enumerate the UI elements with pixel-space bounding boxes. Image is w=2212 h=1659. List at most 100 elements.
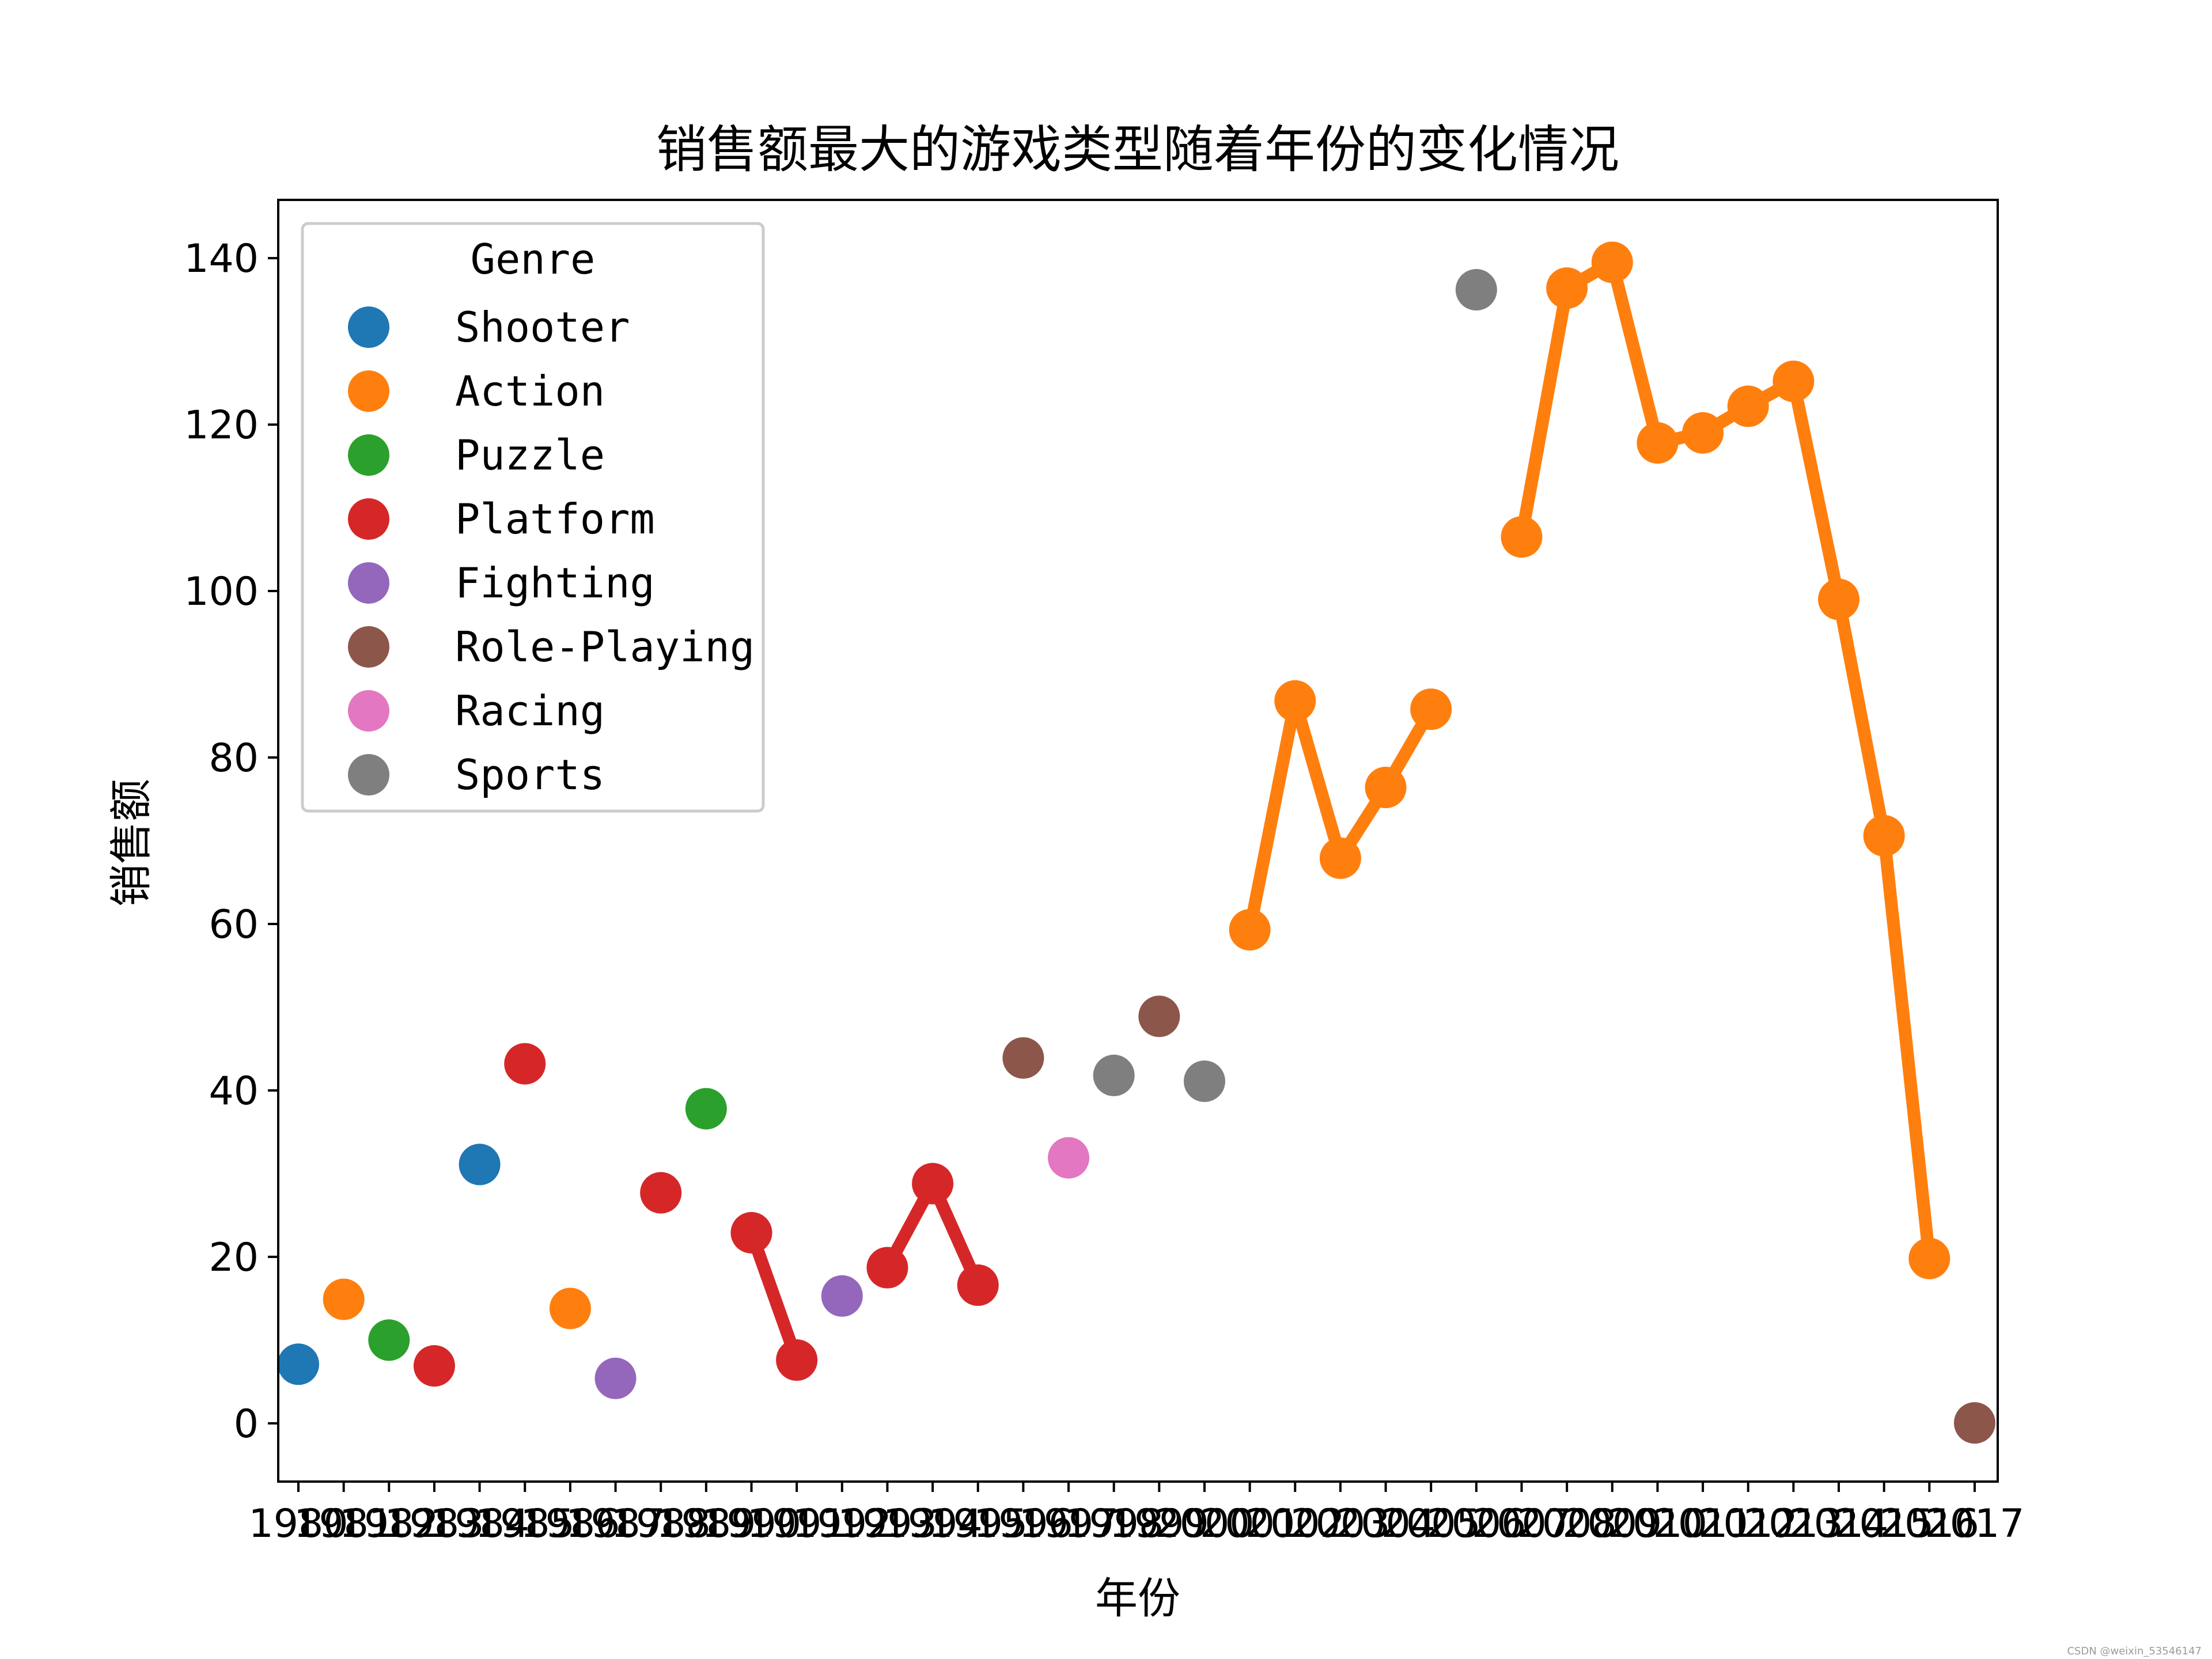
point-1995-platform	[957, 1264, 999, 1306]
point-1997-racing	[1048, 1137, 1090, 1179]
series-line-platform-1990-1991	[745, 1226, 804, 1367]
x-tick-label-2010: 2010	[1608, 1501, 1707, 1547]
legend-box	[301, 222, 765, 813]
x-tick-label-2003: 2003	[1290, 1501, 1390, 1547]
legend-label-platform: Platform	[455, 495, 655, 543]
y-tick-label-40: 40	[209, 1069, 259, 1114]
axes: 0204060801001201401980198119821983198419…	[184, 199, 2025, 1547]
x-tick-label-1995: 1995	[928, 1501, 1028, 1547]
point-1985-platform	[504, 1043, 546, 1085]
point-2013-action	[1772, 360, 1815, 402]
point-2010-action	[1637, 422, 1679, 464]
point-1986-action	[549, 1287, 591, 1330]
x-tick-label-1985: 1985	[475, 1501, 575, 1547]
x-tick-label-2008: 2008	[1517, 1501, 1617, 1547]
point-2015-action	[1863, 815, 1905, 857]
point-2000-sports	[1183, 1060, 1225, 1103]
point-1989-puzzle	[685, 1088, 727, 1130]
legend-label-fighting: Fighting	[455, 559, 655, 607]
legend-label-shooter: Shooter	[455, 303, 630, 351]
point-1999-role-playing	[1138, 995, 1180, 1037]
y-tick-label-20: 20	[209, 1235, 259, 1281]
x-tick-label-1981: 1981	[294, 1501, 393, 1547]
x-tick-label-2014: 2014	[1789, 1501, 1889, 1547]
x-tick-label-2016: 2016	[1880, 1501, 1979, 1547]
point-2001-action	[1229, 909, 1271, 951]
legend-marker-puzzle	[348, 434, 389, 476]
legend-label-sports: Sports	[455, 751, 605, 799]
point-2003-action	[1319, 837, 1361, 879]
point-1994-platform	[912, 1162, 954, 1205]
legend-title: Genre	[471, 235, 596, 283]
point-1983-platform	[413, 1345, 455, 1387]
legend-label-racing: Racing	[455, 687, 605, 735]
x-tick-label-1997: 1997	[1018, 1501, 1118, 1547]
plot-frame	[277, 199, 1999, 1483]
x-tick-label-1982: 1982	[339, 1501, 439, 1547]
point-1998-sports	[1093, 1054, 1135, 1096]
legend-marker-platform	[348, 498, 389, 540]
point-1996-role-playing	[1002, 1037, 1044, 1079]
chart-title: 销售额最大的游戏类型随着年份的变化情况	[656, 120, 1619, 179]
x-tick-label-1991: 1991	[747, 1501, 847, 1547]
point-1981-action	[323, 1278, 365, 1320]
x-tick-label-1994: 1994	[883, 1501, 983, 1547]
legend-label-puzzle: Puzzle	[455, 431, 605, 479]
point-1982-puzzle	[368, 1319, 410, 1361]
point-1990-platform	[730, 1212, 772, 1254]
series-line-action-2007-2016	[1515, 256, 1936, 1265]
x-tick-label-1989: 1989	[656, 1501, 756, 1547]
x-tick-label-2017: 2017	[1925, 1501, 2024, 1547]
point-2002-action	[1274, 680, 1316, 722]
point-1993-platform	[866, 1247, 908, 1289]
y-tick-label-60: 60	[209, 902, 259, 948]
legend-label-action: Action	[455, 367, 605, 415]
point-2016-action	[1908, 1237, 1950, 1279]
y-tick-label-140: 140	[184, 236, 259, 282]
x-tick-label-2013: 2013	[1744, 1501, 1843, 1547]
legend-marker-action	[348, 370, 389, 412]
legend-marker-racing	[348, 690, 389, 732]
watermark: CSDN @weixin_53546147	[2067, 1645, 2202, 1657]
point-2012-action	[1727, 385, 1769, 427]
point-1984-shooter	[459, 1143, 501, 1185]
y-tick-label-120: 120	[184, 403, 259, 448]
x-tick-label-2004: 2004	[1336, 1501, 1435, 1547]
x-tick-label-2005: 2005	[1381, 1501, 1481, 1547]
legend-marker-sports	[348, 754, 389, 796]
point-1980-shooter	[278, 1343, 319, 1385]
x-tick-label-1984: 1984	[430, 1501, 529, 1547]
legend-marker-role-playing	[348, 626, 389, 668]
legend-marker-fighting	[348, 562, 389, 604]
data-points	[278, 241, 1995, 1444]
x-tick-label-1990: 1990	[702, 1501, 801, 1547]
x-tick-label-2012: 2012	[1698, 1501, 1798, 1547]
x-tick-label-1987: 1987	[566, 1501, 665, 1547]
x-tick-label-1996: 1996	[974, 1501, 1073, 1547]
x-tick-label-1986: 1986	[520, 1501, 620, 1547]
legend-label-role-playing: Role-Playing	[455, 623, 755, 671]
legend: Genre Shooter Action Puzzle Platform Fighting…	[301, 222, 765, 813]
point-2004-action	[1365, 767, 1407, 809]
series-line-action-2001-2005	[1243, 694, 1438, 937]
point-2011-action	[1682, 412, 1724, 454]
x-tick-label-1992: 1992	[792, 1501, 892, 1547]
point-2009-action	[1591, 241, 1633, 283]
x-tick-label-1999: 1999	[1109, 1501, 1209, 1547]
x-tick-label-1998: 1998	[1064, 1501, 1164, 1547]
y-axis-label: 销售额	[107, 779, 156, 907]
x-tick-label-1983: 1983	[384, 1501, 484, 1547]
x-tick-label-2001: 2001	[1200, 1501, 1300, 1547]
x-tick-label-2011: 2011	[1653, 1501, 1753, 1547]
y-tick-label-100: 100	[184, 569, 259, 615]
x-tick-label-1980: 1980	[248, 1501, 348, 1547]
x-tick-label-2007: 2007	[1472, 1501, 1571, 1547]
point-2017-role-playing	[1954, 1402, 1995, 1444]
point-1992-fighting	[821, 1275, 863, 1317]
x-tick-label-2009: 2009	[1562, 1501, 1662, 1547]
point-1988-platform	[640, 1172, 682, 1214]
point-1987-fighting	[594, 1357, 637, 1399]
x-tick-label-2006: 2006	[1426, 1501, 1526, 1547]
point-2006-sports	[1455, 269, 1497, 311]
